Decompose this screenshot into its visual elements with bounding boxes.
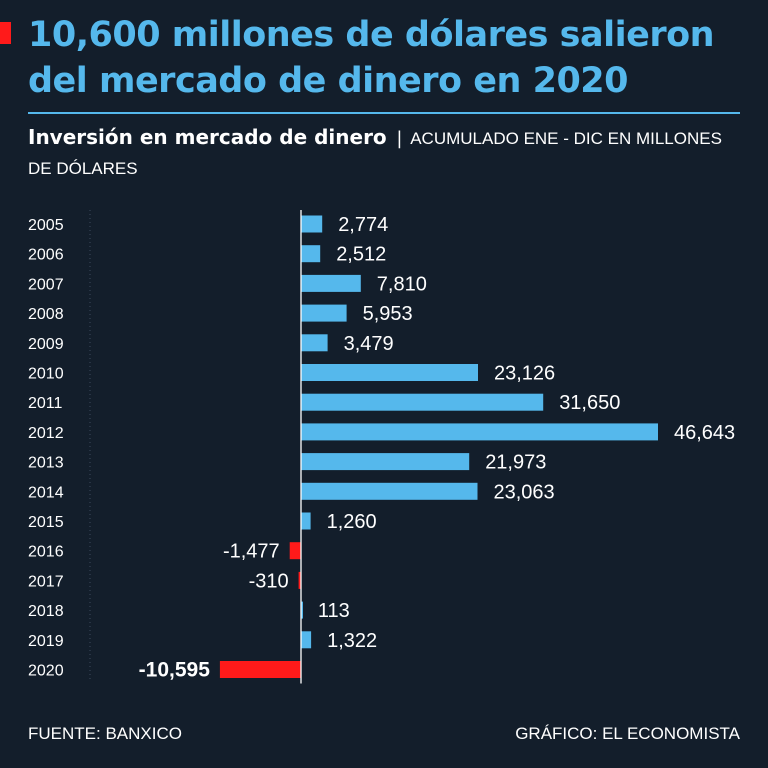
year-label-2009: 2009	[28, 336, 64, 353]
subtitle-separator: |	[396, 128, 403, 149]
value-label-2010: 23,126	[494, 363, 555, 385]
value-label-2013: 21,973	[485, 452, 546, 474]
footer-source: FUENTE: BANXICO	[28, 724, 182, 743]
bar-2010	[301, 364, 478, 381]
bar-2020	[219, 661, 301, 678]
chart-subtitle: Inversión en mercado de dinero | ACUMULA…	[28, 122, 740, 184]
year-label-2006: 2006	[28, 247, 64, 264]
value-label-2009: 3,479	[344, 333, 394, 355]
year-label-2019: 2019	[28, 633, 64, 650]
year-label-2020: 2020	[28, 663, 64, 680]
bar-2013	[301, 453, 470, 471]
value-label-2020: -10,595	[139, 659, 211, 682]
bar-2015	[301, 512, 311, 530]
bar-2012	[301, 423, 658, 441]
subtitle-unit: ACUMULADO ENE - DIC EN MILLONES DE DÓLAR…	[28, 129, 722, 178]
accent-bar	[0, 22, 11, 44]
bar-2007	[301, 274, 361, 292]
value-label-2018: 113	[318, 600, 350, 622]
bar-chart: 2005 2,774 2006 2,512 2007 7,810 2008 5,953 2009…	[28, 210, 735, 684]
year-label-2011: 2011	[28, 395, 63, 412]
bar-2006	[301, 245, 321, 263]
value-label-2005: 2,774	[338, 214, 388, 236]
value-label-2007: 7,810	[377, 273, 427, 295]
bar-2011	[301, 393, 544, 411]
subtitle-main: Inversión en mercado de dinero	[28, 125, 387, 149]
bar-2017	[298, 571, 301, 589]
value-label-2012: 46,643	[674, 422, 735, 444]
bar-2018	[301, 601, 303, 619]
bar-2008	[301, 304, 347, 322]
chart-title: 10,600 millones de dólares salieron del …	[28, 15, 715, 101]
year-label-2017: 2017	[28, 573, 64, 590]
year-label-2015: 2015	[28, 514, 64, 531]
year-label-2007: 2007	[28, 276, 64, 293]
year-label-2014: 2014	[28, 484, 64, 501]
bar-2019	[301, 631, 312, 649]
value-label-2014: 23,063	[494, 481, 555, 503]
year-label-2005: 2005	[28, 217, 64, 234]
bar-2014	[301, 482, 478, 500]
value-label-2011: 31,650	[559, 392, 620, 414]
year-label-2016: 2016	[28, 544, 64, 561]
title-rule	[28, 112, 740, 114]
value-label-2008: 5,953	[363, 303, 413, 325]
year-label-2018: 2018	[28, 603, 64, 620]
year-label-2010: 2010	[28, 366, 64, 383]
year-label-2008: 2008	[28, 306, 64, 323]
bar-2009	[301, 334, 328, 352]
year-label-2012: 2012	[28, 425, 64, 442]
value-label-2019: 1,322	[327, 630, 377, 652]
value-label-2015: 1,260	[327, 511, 377, 533]
bar-2016	[289, 542, 301, 560]
value-label-2006: 2,512	[336, 244, 386, 266]
year-label-2013: 2013	[28, 455, 64, 472]
value-label-2016: -1,477	[223, 541, 280, 563]
value-label-2017: -310	[249, 570, 289, 592]
bar-2005	[301, 215, 323, 233]
footer-credit: GRÁFICO: EL ECONOMISTA	[515, 724, 740, 743]
